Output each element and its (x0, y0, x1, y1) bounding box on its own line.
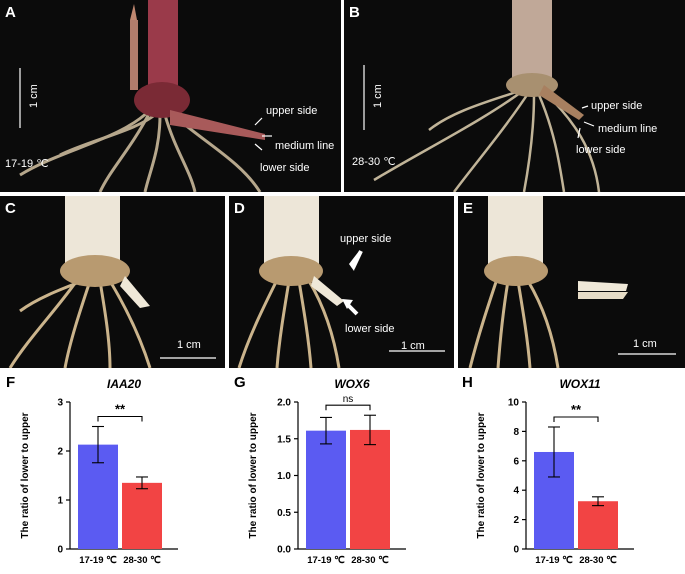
y-tick-label: 0 (57, 545, 63, 556)
y-axis-label: The ratio of lower to upper (248, 412, 259, 538)
y-tick-label: 1.5 (277, 434, 291, 445)
bar (122, 482, 162, 549)
photo-b-illustration (363, 0, 601, 192)
photo-a-illustration (19, 0, 272, 192)
annotation-upper-side-a: upper side (266, 105, 318, 117)
bar-chart-h: WOX11 The ratio of lower to upper 0 2 4 6 8 10 1… (476, 377, 634, 566)
y-tick-label: 2 (513, 515, 519, 526)
chart-panel-label-f: F (6, 374, 16, 391)
scale-bar-label-b: 1 cm (372, 84, 384, 108)
y-tick-label: 0.5 (277, 508, 291, 519)
y-tick-label: 1.0 (277, 471, 291, 482)
photo-panel-c: C 1 cm (0, 196, 225, 368)
temperature-label-a: 17-19 ℃ (5, 158, 49, 170)
x-tick-label: 17-19 ℃ (535, 555, 573, 566)
x-tick-label: 28-30 ℃ (579, 555, 617, 566)
photo-d-illustration (237, 196, 445, 368)
chart-panel-g: G WOX6 The ratio of lower to upper 0.0 0.5 1… (228, 374, 456, 574)
scale-bar-label-c: 1 cm (177, 339, 201, 351)
significance-bracket (325, 404, 371, 411)
significance-bracket (553, 416, 599, 422)
y-tick-label: 1 (57, 496, 63, 507)
x-tick-label: 17-19 ℃ (79, 555, 117, 566)
annotation-lower-side-a: lower side (260, 162, 310, 174)
photo-panel-d: D upper side lower side 1 cm (229, 196, 454, 368)
panel-label-d: D (234, 200, 245, 217)
photo-panel-e: E 1 cm (458, 196, 685, 368)
y-axis-label: The ratio of lower to upper (20, 412, 31, 538)
bar (578, 501, 618, 549)
photo-c-illustration (8, 196, 216, 368)
annotation-lower-side-b: lower side (576, 144, 626, 156)
photo-panel-a: A 1 cm upper side medium line lower side… (0, 0, 341, 192)
x-tick-label: 28-30 ℃ (123, 555, 161, 566)
bar (306, 430, 346, 549)
y-tick-label: 3 (57, 398, 63, 409)
bar-chart-g: WOX6 The ratio of lower to upper 0.0 0.5 1.0… (248, 377, 406, 566)
panel-label-c: C (5, 200, 16, 217)
annotation-medium-line-a: medium line (275, 140, 335, 152)
temperature-label-b: 28-30 ℃ (352, 156, 396, 168)
y-tick-label: 8 (513, 427, 519, 438)
x-tick-label: 17-19 ℃ (307, 555, 345, 566)
y-tick-label: 2 (57, 447, 63, 458)
y-tick-label: 2.0 (277, 398, 291, 409)
y-tick-label: 0 (513, 545, 519, 556)
chart-title: WOX6 (334, 377, 370, 391)
bar-chart-f: IAA20 The ratio of lower to upper 0 1 2 3 17-1… (20, 377, 178, 566)
y-tick-label: 0.0 (277, 545, 291, 556)
chart-title: IAA20 (107, 377, 141, 391)
annotation-upper-side-b: upper side (591, 100, 643, 112)
significance-label: ** (571, 402, 582, 417)
photo-panel-b: B 1 cm upper side medium line lower side… (344, 0, 685, 192)
y-tick-label: 10 (508, 398, 520, 409)
panel-label-b: B (349, 4, 360, 21)
chart-panel-label-h: H (462, 374, 473, 391)
chart-panel-label-g: G (234, 374, 246, 391)
panel-label-e: E (463, 200, 474, 217)
scale-bar-label-e: 1 cm (633, 338, 657, 350)
scale-bar-label-d: 1 cm (401, 340, 425, 352)
chart-title: WOX11 (559, 377, 600, 391)
scale-bar-label-a: 1 cm (28, 84, 40, 108)
significance-label: ** (115, 402, 126, 417)
y-axis-label: The ratio of lower to upper (476, 412, 487, 538)
x-tick-label: 28-30 ℃ (351, 555, 389, 566)
chart-panel-f: F IAA20 The ratio of lower to upper 0 1 2 3 17… (0, 374, 228, 574)
annotation-medium-line-b: medium line (598, 123, 658, 135)
annotation-upper-side-d: upper side (340, 233, 392, 245)
bar (350, 429, 390, 549)
significance-label: ns (343, 394, 354, 405)
y-tick-label: 6 (513, 456, 519, 467)
chart-panel-h: H WOX11 The ratio of lower to upper 0 2 4 6 8 1… (456, 374, 685, 574)
significance-bracket (97, 415, 143, 422)
y-tick-label: 4 (513, 486, 519, 497)
photo-e-illustration (468, 196, 676, 368)
panel-label-a: A (5, 4, 16, 21)
annotation-lower-side-d: lower side (345, 323, 395, 335)
